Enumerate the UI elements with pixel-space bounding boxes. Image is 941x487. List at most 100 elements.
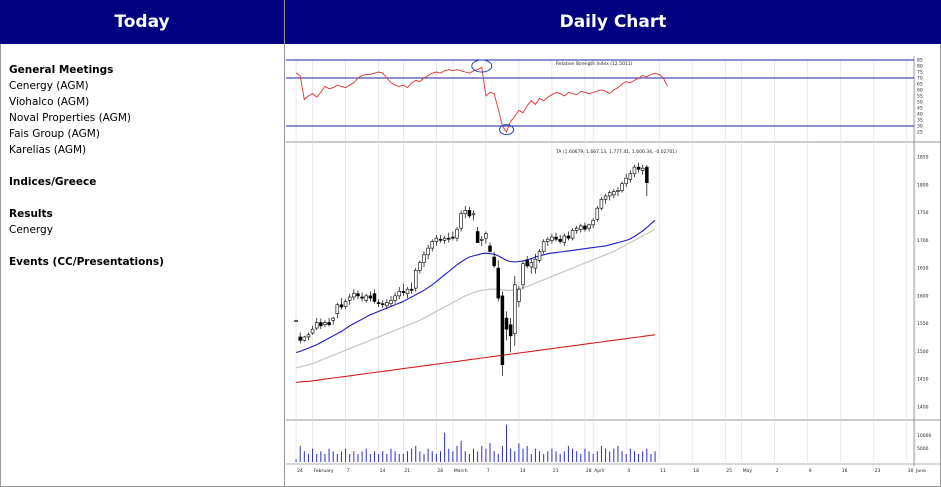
candle-body	[529, 262, 534, 268]
candle-body	[360, 296, 364, 299]
item-karelias-agm[interactable]: Karelias (AGM)	[9, 144, 87, 156]
candle-body	[422, 254, 426, 263]
price-tick-label: 1550	[917, 321, 929, 327]
rsi-tick-label: 65	[917, 82, 923, 88]
rsi-line	[295, 66, 668, 133]
candle-body	[579, 225, 583, 230]
candle-body	[409, 288, 414, 291]
candle-body	[294, 320, 298, 322]
candle-body	[368, 295, 373, 299]
candle-body	[335, 304, 340, 314]
x-tick-label: 4	[627, 468, 630, 474]
item-noval-properties-agm[interactable]: Noval Properties (AGM)	[9, 112, 131, 124]
price-tick-label: 1750	[917, 210, 929, 216]
candle-body	[372, 293, 377, 302]
candle-body	[517, 288, 521, 302]
candle-body	[327, 322, 331, 326]
price-tick-label: 1400	[917, 404, 929, 410]
candle-body	[442, 237, 447, 241]
rsi-tick-label: 40	[917, 112, 923, 118]
volume-tick-label: 10000	[917, 433, 931, 439]
rsi-title: Relative Strength Index (12.5011)	[556, 61, 633, 67]
candle-body	[418, 262, 422, 271]
candle-body	[426, 247, 430, 256]
candle-body	[306, 334, 311, 338]
candle-body	[546, 238, 550, 242]
section-events: Events (CC/Presentations)	[9, 254, 279, 270]
x-tick-label: 24	[297, 468, 303, 474]
rsi-tick-label: 45	[917, 106, 923, 112]
candle-body	[310, 328, 315, 334]
x-tick-label: 21	[404, 468, 410, 474]
candle-body	[471, 213, 476, 216]
candle-body	[339, 304, 344, 308]
candle-body	[451, 236, 455, 239]
candle-body	[434, 237, 439, 242]
x-tick-label: 14	[520, 468, 526, 474]
rsi-tick-label: 85	[917, 58, 923, 64]
section-general-meetings: General Meetings Cenergy (AGM) Viohalco …	[9, 62, 279, 158]
candle-body	[587, 224, 591, 229]
candle-body	[364, 295, 368, 301]
section-indices-greece: Indices/Greece	[9, 174, 279, 190]
x-tick-label: March	[454, 468, 468, 474]
today-panel: General Meetings Cenergy (AGM) Viohalco …	[9, 62, 279, 286]
x-tick-label: 14	[380, 468, 386, 474]
candle-body	[500, 295, 505, 366]
candle-body	[558, 238, 562, 242]
item-fais-group-agm[interactable]: Fais Group (AGM)	[9, 128, 100, 140]
rsi-tick-label: 50	[917, 100, 923, 106]
price-tick-label: 1850	[917, 155, 929, 161]
candle-body	[570, 230, 575, 239]
rsi-tick-label: 30	[917, 124, 923, 130]
sma-short-line	[295, 219, 656, 354]
rsi-tick-label: 70	[917, 76, 923, 82]
volume-tick-label: 5000	[917, 446, 929, 452]
candle-body	[583, 225, 587, 230]
candle-body	[430, 241, 434, 249]
candle-body	[599, 198, 604, 209]
candle-body	[455, 228, 459, 239]
section-title: Indices/Greece	[9, 176, 97, 188]
item-cenergy-results[interactable]: Cenergy	[9, 224, 53, 236]
candle-body	[612, 191, 616, 196]
candle-body	[521, 263, 525, 286]
item-viohalco-agm[interactable]: Viohalco (AGM)	[9, 96, 90, 108]
candle-body	[628, 173, 633, 180]
rsi-tick-label: 75	[917, 70, 923, 76]
candle-body	[347, 296, 352, 301]
item-cenergy-agm[interactable]: Cenergy (AGM)	[9, 80, 89, 92]
section-title: General Meetings	[9, 64, 114, 76]
candle-body	[376, 302, 381, 304]
candle-body	[401, 291, 406, 293]
rsi-tick-label: 25	[917, 130, 923, 136]
x-tick-label: 30	[908, 468, 914, 474]
x-tick-label: 9	[809, 468, 812, 474]
sma-long-line	[296, 334, 656, 384]
section-title: Events (CC/Presentations)	[9, 256, 164, 268]
candle-body	[645, 166, 649, 183]
candle-body	[533, 258, 538, 269]
column-divider	[284, 0, 285, 487]
candle-body	[492, 256, 496, 267]
candle-body	[595, 207, 600, 220]
candle-body	[640, 167, 645, 171]
x-tick-label: 16	[842, 468, 848, 474]
candle-body	[314, 322, 319, 329]
candle-body	[389, 300, 393, 304]
candle-body	[496, 267, 501, 299]
x-tick-label: 7	[347, 468, 350, 474]
candle-body	[438, 238, 443, 241]
candle-body	[385, 302, 389, 307]
x-tick-label: 11	[660, 468, 666, 474]
candle-body	[591, 220, 595, 226]
x-tick-label: February	[314, 468, 334, 474]
candle-body	[554, 236, 558, 240]
sma-mid-line	[295, 228, 656, 369]
candle-body	[488, 245, 492, 252]
candle-body	[620, 183, 624, 191]
daily-chart: Relative Strength Index (12.5011)8580757…	[286, 56, 940, 474]
candle-body	[475, 231, 480, 243]
candle-body	[504, 317, 509, 330]
x-tick-label: June	[915, 468, 926, 474]
